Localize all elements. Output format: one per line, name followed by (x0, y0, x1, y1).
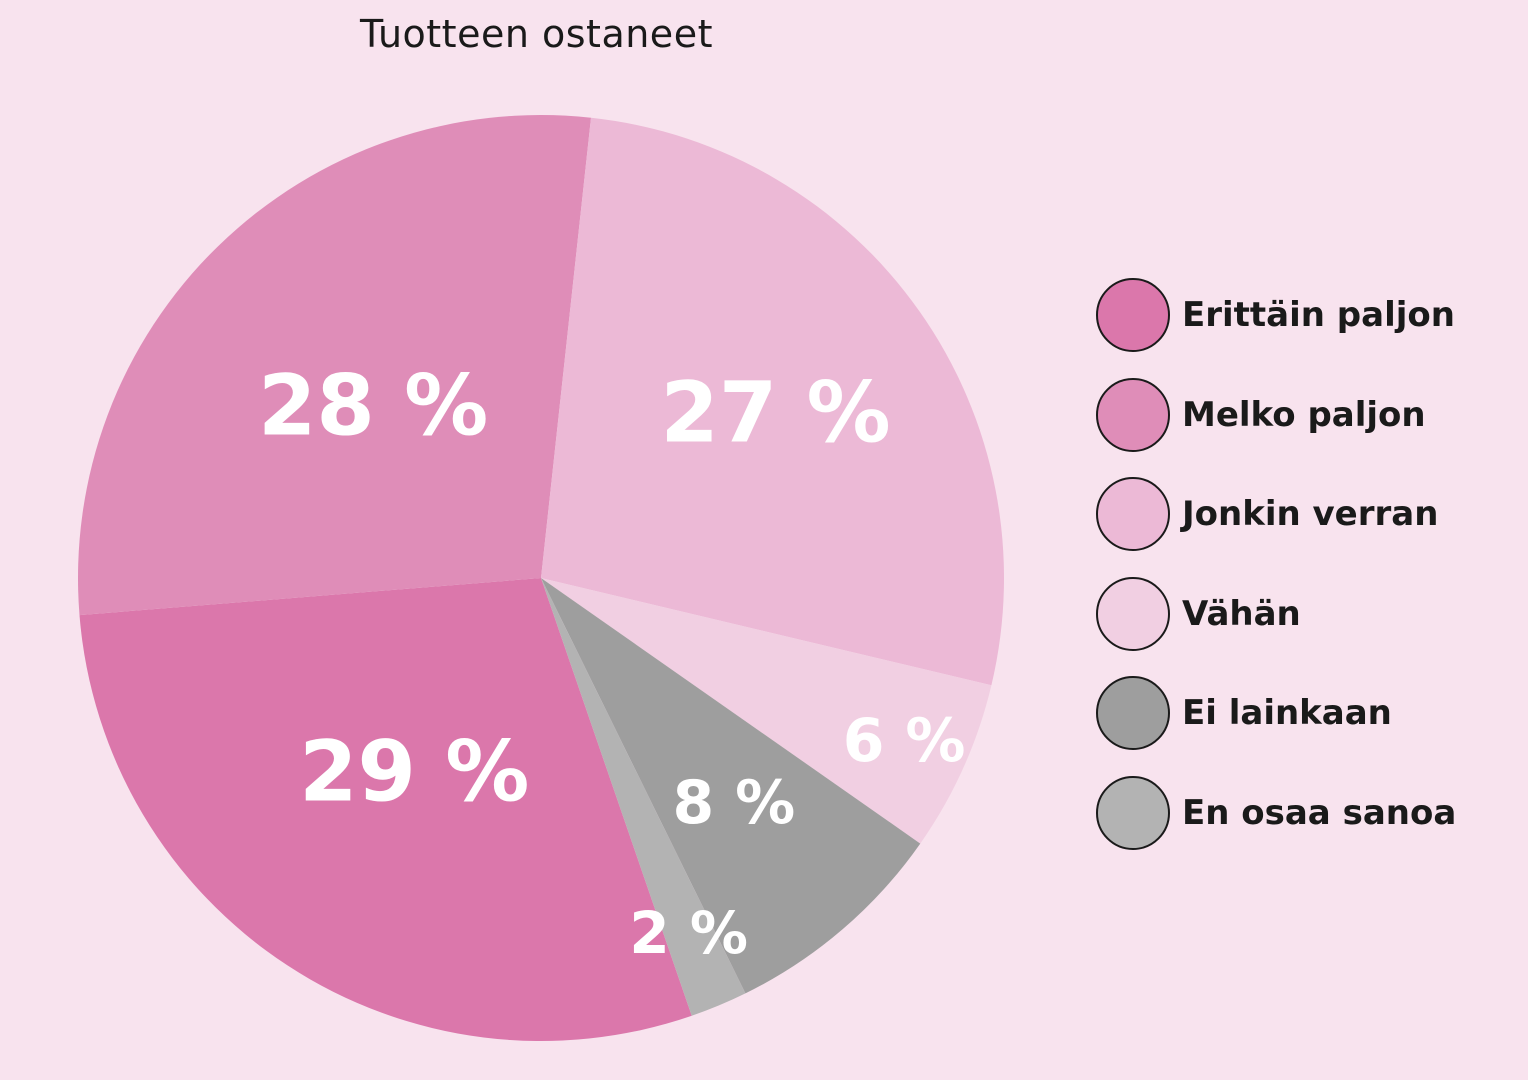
pie-slice (541, 578, 921, 994)
pie-slice (541, 578, 992, 844)
legend-label: Erittäin paljon (1182, 295, 1455, 335)
legend-item: Melko paljon (1096, 376, 1456, 454)
legend-label: Vähän (1182, 593, 1301, 634)
legend-swatch (1096, 477, 1170, 551)
legend-label: En osaa sanoa (1182, 792, 1457, 833)
pie-slice (79, 578, 692, 1041)
legend-item: Vähän (1096, 575, 1456, 653)
chart-title: Tuotteen ostaneet (360, 12, 713, 56)
legend-label: Jonkin verran (1182, 494, 1439, 534)
legend-swatch (1096, 775, 1170, 850)
legend-swatch (1096, 377, 1170, 452)
pie-slice (541, 578, 746, 1016)
pie-slice (541, 117, 1004, 686)
legend: Erittäin paljon Melko paljon Jonkin verr… (1096, 276, 1456, 873)
slice-value-label: 28 % (258, 356, 488, 454)
slice-value-label: 6 % (843, 706, 966, 776)
legend-label: Ei lainkaan (1182, 693, 1392, 733)
legend-item: Ei lainkaan (1096, 674, 1456, 752)
legend-swatch (1096, 676, 1170, 750)
legend-swatch (1096, 278, 1170, 352)
slice-value-label: 27 % (660, 364, 890, 462)
legend-label: Melko paljon (1182, 394, 1426, 435)
legend-swatch (1096, 576, 1170, 651)
slice-value-label: 8 % (672, 768, 795, 838)
slice-value-label: 29 % (299, 723, 529, 821)
legend-item: Jonkin verran (1096, 475, 1456, 553)
pie-slice (77, 115, 592, 616)
legend-item: Erittäin paljon (1096, 276, 1456, 354)
slice-value-label: 2 % (629, 899, 748, 967)
legend-item: En osaa sanoa (1096, 774, 1456, 852)
